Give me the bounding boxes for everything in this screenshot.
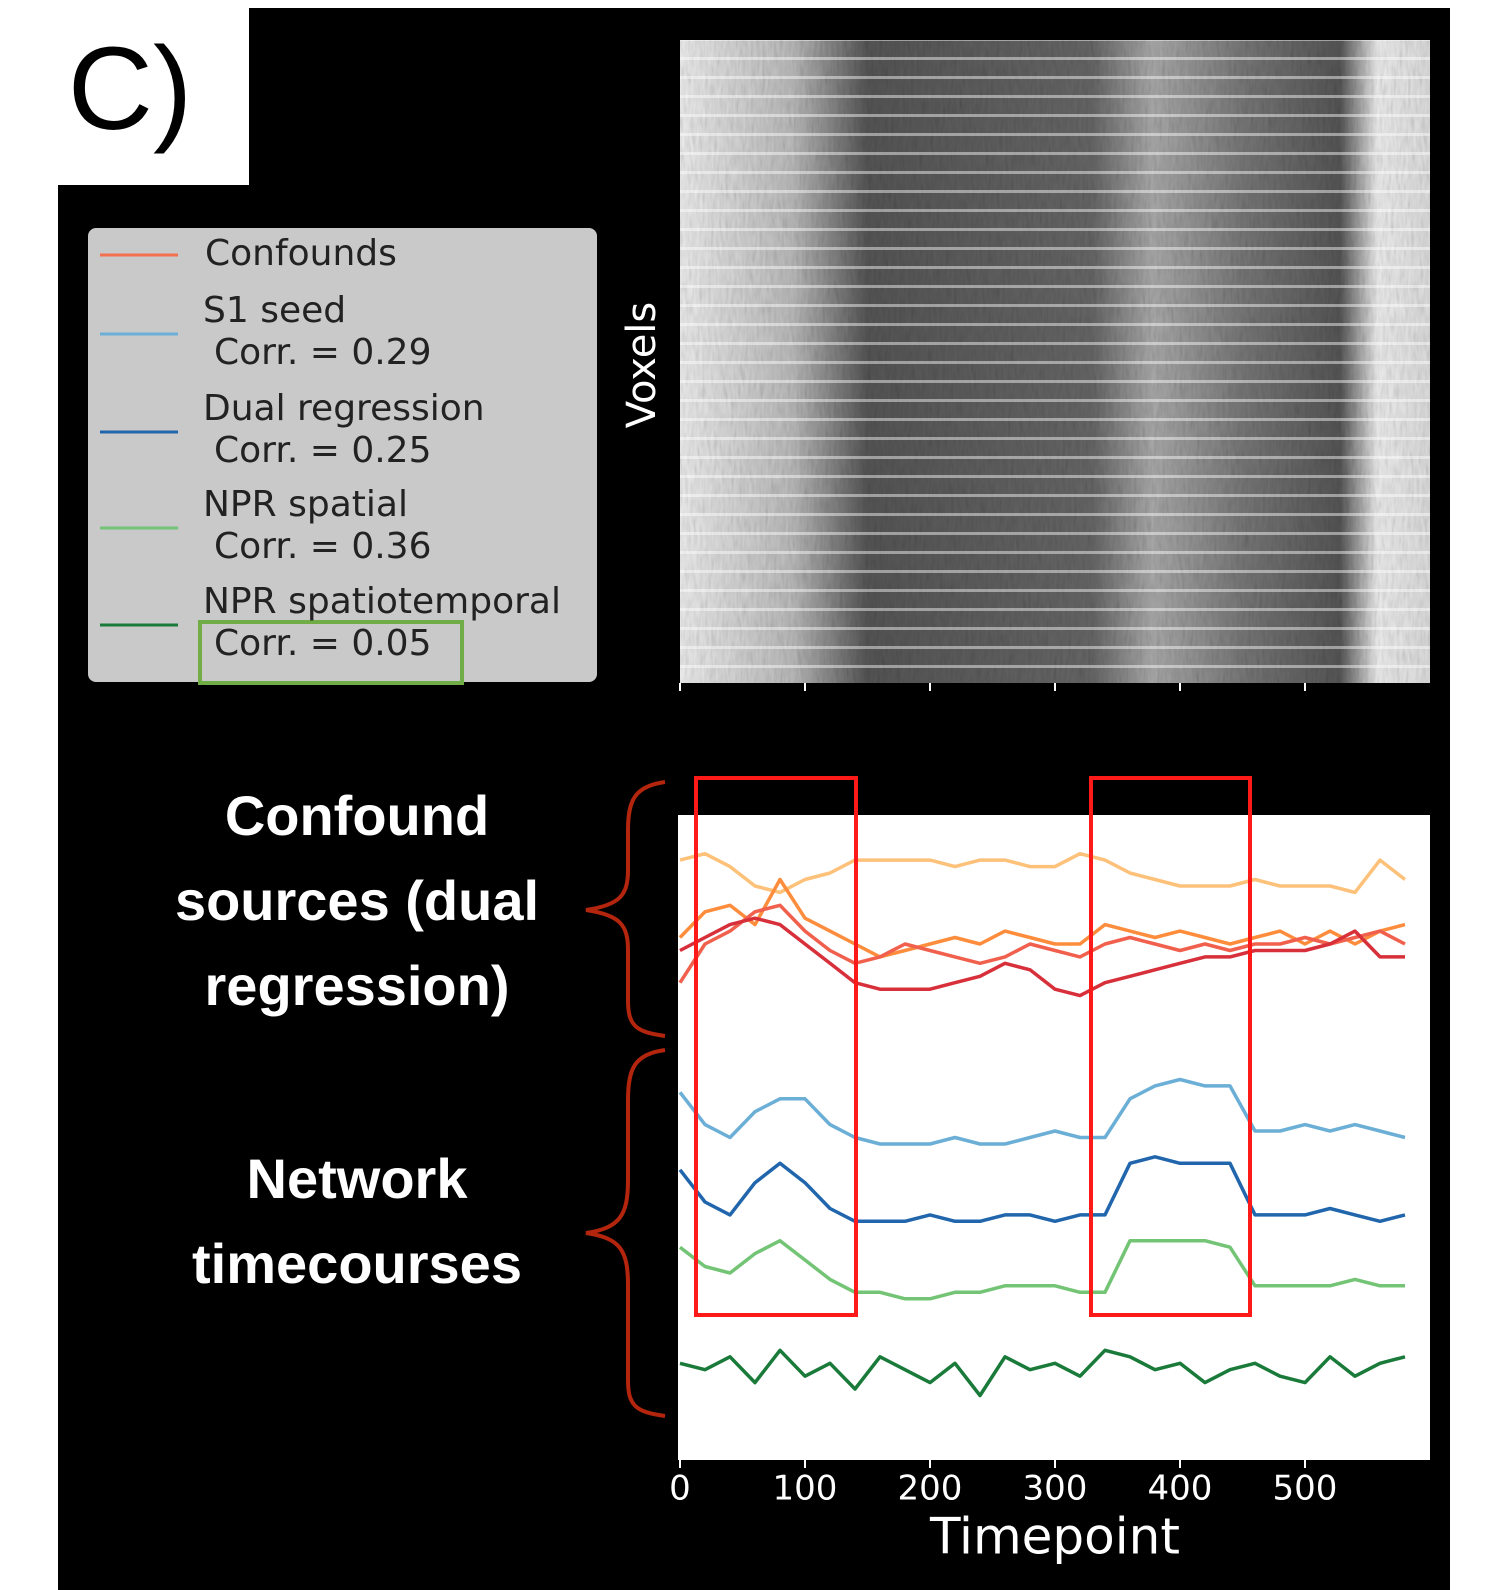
legend-label: NPR spatial bbox=[203, 484, 408, 525]
heatmap bbox=[680, 40, 1430, 683]
highlight-rect bbox=[694, 776, 858, 1317]
series-line bbox=[679, 916, 1405, 998]
annotation: sources (dual bbox=[175, 869, 539, 932]
x-axis-label: Timepoint bbox=[929, 1508, 1180, 1566]
series-line bbox=[679, 1348, 1406, 1398]
brace bbox=[585, 780, 666, 1038]
legend-label: NPR spatiotemporal bbox=[203, 581, 561, 622]
series-line bbox=[678, 1238, 1405, 1301]
series-line bbox=[678, 1155, 1406, 1224]
x-tick-label: 400 bbox=[1148, 1469, 1213, 1509]
series-line bbox=[679, 851, 1407, 895]
highlight-box bbox=[198, 620, 464, 685]
x-tick-label: 500 bbox=[1273, 1469, 1338, 1509]
label-box bbox=[58, 8, 249, 185]
legend-corr: Corr. = 0.05 bbox=[214, 623, 431, 664]
plot-area bbox=[680, 815, 1430, 1460]
legend-label: Confounds bbox=[205, 233, 397, 274]
highlight-rect bbox=[1089, 776, 1252, 1317]
heatmap-stripes bbox=[680, 40, 1430, 683]
legend-label: Dual regression bbox=[203, 388, 485, 429]
annotation: timecourses bbox=[192, 1232, 522, 1295]
panel-label: C) bbox=[68, 23, 193, 155]
series-line bbox=[678, 903, 1406, 984]
x-tick-label: 200 bbox=[898, 1469, 963, 1509]
legend-label: S1 seed bbox=[203, 290, 346, 331]
annotation: regression) bbox=[205, 954, 510, 1017]
x-tick-label: 300 bbox=[1023, 1469, 1088, 1509]
annotation: Network bbox=[247, 1147, 469, 1210]
series-line bbox=[678, 1077, 1406, 1146]
brace bbox=[585, 1048, 666, 1418]
heatmap-y-label: Voxels bbox=[619, 302, 665, 429]
legend-corr: Corr. = 0.29 bbox=[214, 332, 431, 373]
annotation: Confound bbox=[225, 784, 489, 847]
legend-box bbox=[88, 228, 597, 682]
legend-corr: Corr. = 0.25 bbox=[214, 430, 431, 471]
series-line bbox=[678, 877, 1406, 959]
x-tick-label: 0 bbox=[669, 1469, 691, 1509]
braces bbox=[585, 780, 666, 1418]
legend-corr: Corr. = 0.36 bbox=[214, 526, 431, 567]
x-tick-label: 100 bbox=[773, 1469, 838, 1509]
